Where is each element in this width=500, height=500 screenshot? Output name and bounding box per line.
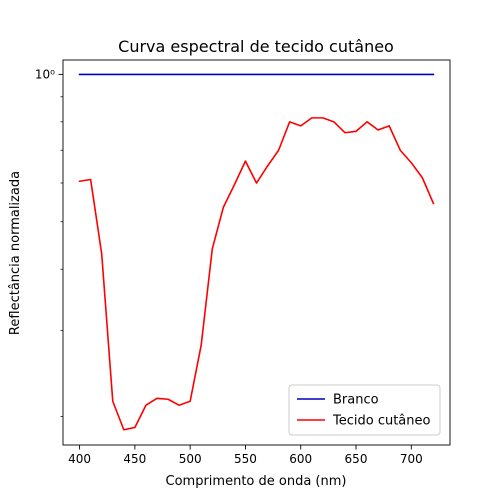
plot-area [78, 73, 435, 431]
y-axis-label: Reflectância normalizada [8, 171, 23, 335]
series-group [78, 73, 435, 431]
x-tick-label: 600 [289, 452, 312, 466]
legend-label-branco: Branco [333, 393, 379, 408]
x-tick-label: 650 [345, 452, 368, 466]
legend: Branco Tecido cutâneo [288, 384, 441, 436]
x-tick-label: 500 [179, 452, 202, 466]
axes: 400 450 500 550 600 650 700 10⁰ [35, 59, 451, 466]
x-tick-label: 700 [400, 452, 423, 466]
legend-box [288, 384, 441, 436]
x-axis-label: Comprimento de onda (nm) [166, 474, 347, 489]
x-tick-label: 450 [123, 452, 146, 466]
chart-title: Curva espectral de tecido cutâneo [118, 37, 394, 56]
axes-frame [62, 59, 451, 446]
x-tick-label: 550 [234, 452, 257, 466]
legend-label-tecido-cut-neo: Tecido cutâneo [332, 414, 431, 429]
x-tick-label: 400 [68, 452, 91, 466]
y-tick-label: 10⁰ [35, 67, 55, 81]
